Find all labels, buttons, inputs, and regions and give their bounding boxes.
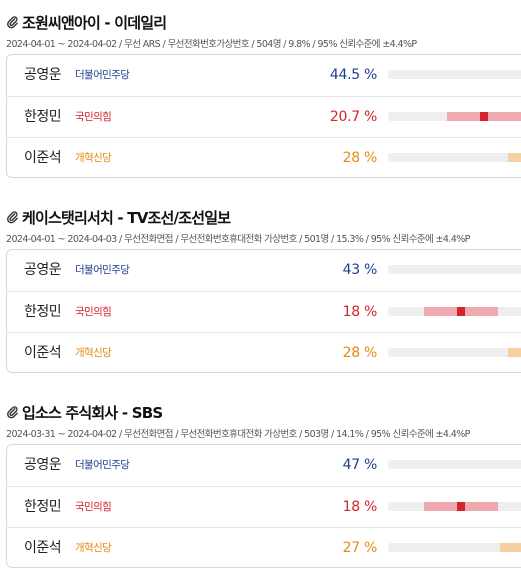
support-bar: [388, 460, 521, 469]
party-name: 더불어민주당: [75, 459, 130, 471]
poll-title[interactable]: 조원씨앤아이 - 이데일리: [6, 11, 167, 33]
candidate-name: 이준석: [24, 150, 62, 166]
party-name: 더불어민주당: [75, 69, 130, 81]
estimate-marker: [457, 502, 466, 511]
percent-value: 47 %: [342, 457, 378, 473]
paperclip-icon: [7, 406, 18, 419]
poll-results-card: 공영운 더불어민주당 47 % 한정민 국민의힘 18 % 이준석 개혁신당 2…: [6, 444, 521, 568]
poll-title-text: 조원씨앤아이 - 이데일리: [22, 13, 167, 32]
poll-title-text: 입소스 주식회사 - SBS: [22, 403, 163, 422]
poll-title-text: 케이스탯리서치 - TV조선/조선일보: [22, 208, 231, 227]
candidate-row: 이준석 개혁신당 28 %: [7, 137, 521, 177]
support-bar: [388, 265, 521, 274]
percent-value: 44.5 %: [329, 67, 377, 83]
candidate-name: 공영운: [24, 457, 62, 473]
confidence-interval-band: [508, 348, 521, 357]
percent-value: 18 %: [342, 304, 378, 320]
candidate-row: 이준석 개혁신당 27 %: [7, 527, 521, 567]
percent-value: 18 %: [342, 499, 378, 515]
percent-value: 43 %: [342, 262, 378, 278]
candidate-name: 이준석: [24, 540, 62, 556]
support-bar: [388, 307, 521, 316]
party-name: 국민의힘: [75, 501, 112, 513]
support-bar: [388, 348, 521, 357]
party-name: 개혁신당: [75, 152, 112, 164]
poll-meta: 2024-04-01 ~ 2024-04-02 / 무선 ARS / 무선전화번…: [6, 39, 417, 50]
confidence-interval-band: [508, 153, 521, 162]
poll-meta: 2024-04-01 ~ 2024-04-03 / 무선전화면접 / 무선전화번…: [6, 234, 470, 245]
candidate-row: 공영운 더불어민주당 43 %: [7, 250, 521, 290]
support-bar: [388, 502, 521, 511]
candidate-name: 공영운: [24, 262, 62, 278]
party-name: 개혁신당: [75, 542, 112, 554]
candidate-name: 한정민: [24, 109, 62, 125]
candidate-row: 공영운 더불어민주당 47 %: [7, 445, 521, 485]
poll-results-card: 공영운 더불어민주당 44.5 % 한정민 국민의힘 20.7 % 이준석 개혁…: [6, 54, 521, 178]
support-bar: [388, 543, 521, 552]
candidate-row: 이준석 개혁신당 28 %: [7, 332, 521, 372]
poll-2: 케이스탯리서치 - TV조선/조선일보 2024-04-01 ~ 2024-04…: [0, 206, 521, 381]
candidate-row: 한정민 국민의힘 20.7 %: [7, 96, 521, 137]
paperclip-icon: [7, 211, 18, 224]
paperclip-icon: [7, 16, 18, 29]
support-bar: [388, 153, 521, 162]
poll-1: 조원씨앤아이 - 이데일리 2024-04-01 ~ 2024-04-02 / …: [0, 11, 521, 186]
estimate-marker: [479, 112, 488, 121]
candidate-name: 한정민: [24, 499, 62, 515]
candidate-name: 한정민: [24, 304, 62, 320]
party-name: 국민의힘: [75, 306, 112, 318]
party-name: 더불어민주당: [75, 264, 130, 276]
percent-value: 28 %: [342, 345, 378, 361]
poll-title[interactable]: 케이스탯리서치 - TV조선/조선일보: [6, 206, 231, 228]
candidate-name: 공영운: [24, 67, 62, 83]
poll-meta: 2024-03-31 ~ 2024-04-02 / 무선전화면접 / 무선전화번…: [6, 429, 470, 440]
estimate-marker: [457, 307, 466, 316]
candidate-row: 한정민 국민의힘 18 %: [7, 291, 521, 332]
poll-title[interactable]: 입소스 주식회사 - SBS: [6, 401, 163, 423]
confidence-interval-band: [499, 543, 521, 552]
party-name: 국민의힘: [75, 111, 112, 123]
support-bar: [388, 112, 521, 121]
candidate-row: 한정민 국민의힘 18 %: [7, 486, 521, 527]
candidate-row: 공영운 더불어민주당 44.5 %: [7, 55, 521, 95]
candidate-name: 이준석: [24, 345, 62, 361]
percent-value: 27 %: [342, 540, 378, 556]
percent-value: 20.7 %: [329, 109, 377, 125]
percent-value: 28 %: [342, 150, 378, 166]
poll-results-card: 공영운 더불어민주당 43 % 한정민 국민의힘 18 % 이준석 개혁신당 2…: [6, 249, 521, 373]
poll-3: 입소스 주식회사 - SBS 2024-03-31 ~ 2024-04-02 /…: [0, 401, 521, 576]
support-bar: [388, 70, 521, 79]
party-name: 개혁신당: [75, 347, 112, 359]
